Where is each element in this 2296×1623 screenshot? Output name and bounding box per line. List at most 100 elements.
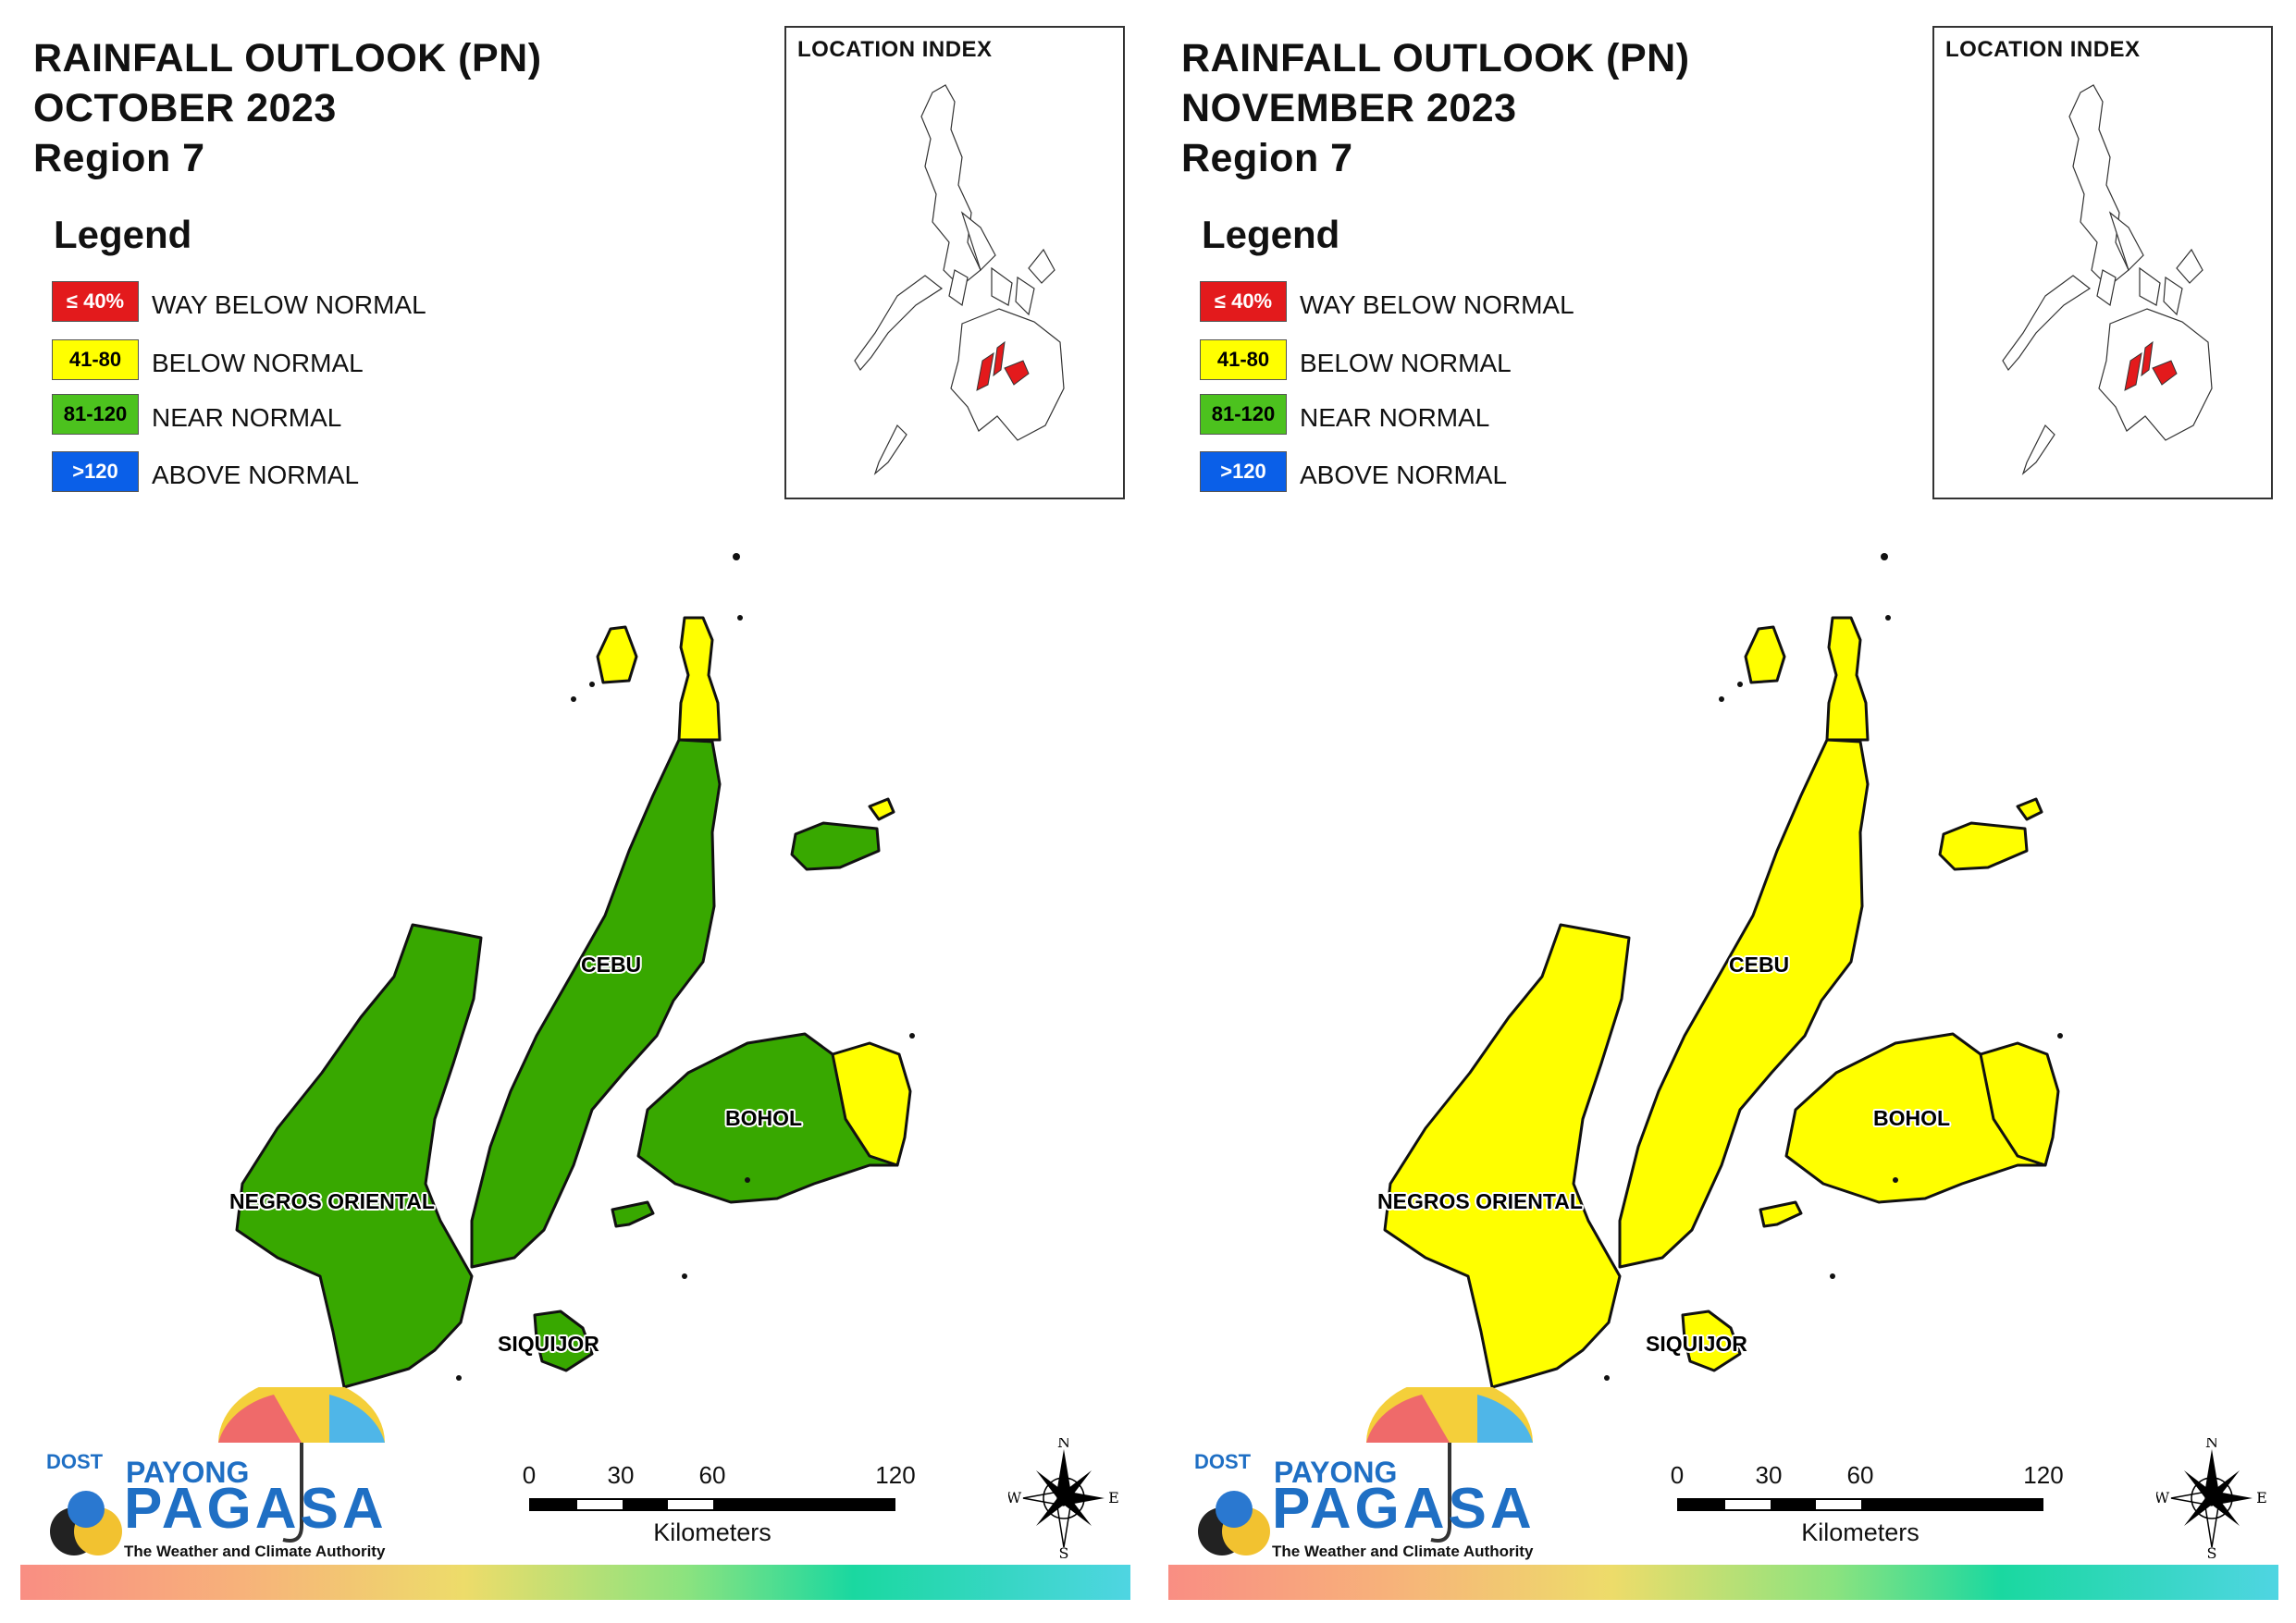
legend-title: Legend bbox=[1202, 213, 1340, 256]
title-line-1: RAINFALL OUTLOOK (PN) bbox=[33, 36, 542, 80]
location-index-map: LOCATION INDEX bbox=[1932, 26, 2273, 499]
north-cebu-shape bbox=[1825, 616, 1870, 742]
legend-label: BELOW NORMAL bbox=[152, 349, 364, 377]
scale-tick: 60 bbox=[698, 1461, 726, 1489]
compass-rose-icon: N S W E bbox=[2154, 1433, 2267, 1563]
pagasa-logo: DOST PAYONG PAGASA The Weather and Clima… bbox=[1181, 1387, 1542, 1563]
siquijor-shape bbox=[1681, 1309, 1742, 1372]
bohol-islet bbox=[611, 1200, 655, 1228]
legend-label: NEAR NORMAL bbox=[152, 403, 342, 432]
logo-dost: DOST bbox=[46, 1450, 104, 1473]
scale-tick: 30 bbox=[607, 1461, 635, 1489]
cebu-shape bbox=[1618, 738, 1870, 1269]
umbrella-icon bbox=[50, 1387, 385, 1555]
map-title: RAINFALL OUTLOOK (PN) OCTOBER 2023 Regio… bbox=[33, 33, 542, 183]
north-cebu-shape bbox=[677, 616, 722, 742]
legend-label: WAY BELOW NORMAL bbox=[152, 290, 426, 319]
legend-label: NEAR NORMAL bbox=[1300, 403, 1490, 432]
compass-n: N bbox=[2205, 1438, 2218, 1451]
scale-unit: Kilometers bbox=[653, 1518, 772, 1546]
title-line-1: RAINFALL OUTLOOK (PN) bbox=[1181, 36, 1690, 80]
pagasa-logo: DOST PAYONG PAGASA The Weather and Clima… bbox=[33, 1387, 394, 1563]
north-islet bbox=[596, 625, 638, 684]
compass-e: E bbox=[2256, 1489, 2267, 1506]
camotes-islands bbox=[790, 821, 881, 871]
scale-tick: 120 bbox=[875, 1461, 916, 1489]
legend-title: Legend bbox=[54, 213, 192, 256]
scale-tick: 0 bbox=[522, 1461, 537, 1489]
province-label-bohol: BOHOL bbox=[1873, 1106, 1951, 1130]
negros-oriental-shape bbox=[1383, 923, 1631, 1389]
compass-w: W bbox=[1008, 1489, 1022, 1506]
camotes-islet bbox=[2016, 797, 2043, 821]
title-line-2: NOVEMBER 2023 bbox=[1181, 86, 1517, 130]
logo-dost: DOST bbox=[1194, 1450, 1252, 1473]
province-label-negros-oriental: NEGROS ORIENTAL bbox=[1377, 1189, 1583, 1213]
footer-color-strip bbox=[1168, 1565, 2278, 1600]
legend-swatch: 81-120 bbox=[1200, 394, 1287, 435]
province-label-negros-oriental: NEGROS ORIENTAL bbox=[229, 1189, 435, 1213]
scale-tick: 60 bbox=[1846, 1461, 1874, 1489]
legend-swatch: 41-80 bbox=[52, 339, 139, 380]
title-line-3: Region 7 bbox=[33, 136, 205, 180]
legend-swatch: ≤ 40% bbox=[52, 281, 139, 322]
umbrella-icon bbox=[1198, 1387, 1533, 1555]
scale-bar: 0 30 60 120 Kilometers bbox=[1671, 1461, 2064, 1563]
logo-payong: PAYONG bbox=[1274, 1456, 1398, 1489]
outlook-panel-november: RAINFALL OUTLOOK (PN) NOVEMBER 2023 Regi… bbox=[1148, 0, 2296, 1623]
location-index-title: LOCATION INDEX bbox=[797, 37, 993, 62]
philippines-outline bbox=[2002, 84, 2213, 475]
legend-label: WAY BELOW NORMAL bbox=[1300, 290, 1574, 319]
legend-swatch: 81-120 bbox=[52, 394, 139, 435]
negros-oriental-shape bbox=[235, 923, 483, 1389]
outlook-panel-october: RAINFALL OUTLOOK (PN) OCTOBER 2023 Regio… bbox=[20, 26, 1130, 1600]
legend-swatch: >120 bbox=[1200, 451, 1287, 492]
province-label-cebu: CEBU bbox=[581, 953, 642, 977]
legend-swatch: 41-80 bbox=[1200, 339, 1287, 380]
logo-pagasa: PAGASA bbox=[1272, 1477, 1536, 1541]
compass-s: S bbox=[1059, 1544, 1069, 1558]
camotes-islands bbox=[1938, 821, 2029, 871]
legend-label: BELOW NORMAL bbox=[1300, 349, 1512, 377]
province-label-siquijor: SIQUIJOR bbox=[1646, 1332, 1747, 1356]
compass-rose-icon: N S W E bbox=[1006, 1433, 1119, 1563]
title-line-3: Region 7 bbox=[1181, 136, 1353, 180]
scale-tick: 30 bbox=[1755, 1461, 1783, 1489]
north-islet bbox=[1744, 625, 1786, 684]
scale-unit: Kilometers bbox=[1801, 1518, 1920, 1546]
map-title: RAINFALL OUTLOOK (PN) NOVEMBER 2023 Regi… bbox=[1181, 33, 1690, 183]
location-index-title: LOCATION INDEX bbox=[1945, 37, 2141, 62]
scale-bar: 0 30 60 120 Kilometers bbox=[523, 1461, 916, 1563]
scale-tick: 0 bbox=[1670, 1461, 1685, 1489]
province-label-cebu: CEBU bbox=[1729, 953, 1790, 977]
logo-payong: PAYONG bbox=[126, 1456, 250, 1489]
bohol-islet bbox=[1759, 1200, 1803, 1228]
region-7-map bbox=[235, 553, 915, 1389]
logo-tagline: The Weather and Climate Authority bbox=[1272, 1543, 1534, 1560]
province-label-bohol: BOHOL bbox=[725, 1106, 803, 1130]
logo-pagasa: PAGASA bbox=[124, 1477, 388, 1541]
compass-s: S bbox=[2207, 1544, 2217, 1558]
province-label-siquijor: SIQUIJOR bbox=[498, 1332, 599, 1356]
legend-label: ABOVE NORMAL bbox=[152, 461, 360, 489]
logo-tagline: The Weather and Climate Authority bbox=[124, 1543, 386, 1560]
scale-bar-graphic bbox=[529, 1498, 895, 1511]
region-7-map bbox=[1383, 553, 2063, 1389]
scale-bar-graphic bbox=[1677, 1498, 2043, 1511]
legend-swatch: ≤ 40% bbox=[1200, 281, 1287, 322]
camotes-islet bbox=[868, 797, 895, 821]
siquijor-shape bbox=[533, 1309, 594, 1372]
philippines-outline bbox=[854, 84, 1065, 475]
footer-color-strip bbox=[20, 1565, 1130, 1600]
legend-label: ABOVE NORMAL bbox=[1300, 461, 1508, 489]
east-bohol-shape bbox=[831, 1041, 912, 1167]
cebu-shape bbox=[470, 738, 722, 1269]
legend-swatch: >120 bbox=[52, 451, 139, 492]
location-index-map: LOCATION INDEX bbox=[784, 26, 1125, 499]
title-line-2: OCTOBER 2023 bbox=[33, 86, 337, 130]
compass-n: N bbox=[1057, 1438, 1070, 1451]
compass-w: W bbox=[2156, 1489, 2170, 1506]
compass-e: E bbox=[1108, 1489, 1119, 1506]
east-bohol-shape bbox=[1979, 1041, 2060, 1167]
scale-tick: 120 bbox=[2023, 1461, 2064, 1489]
